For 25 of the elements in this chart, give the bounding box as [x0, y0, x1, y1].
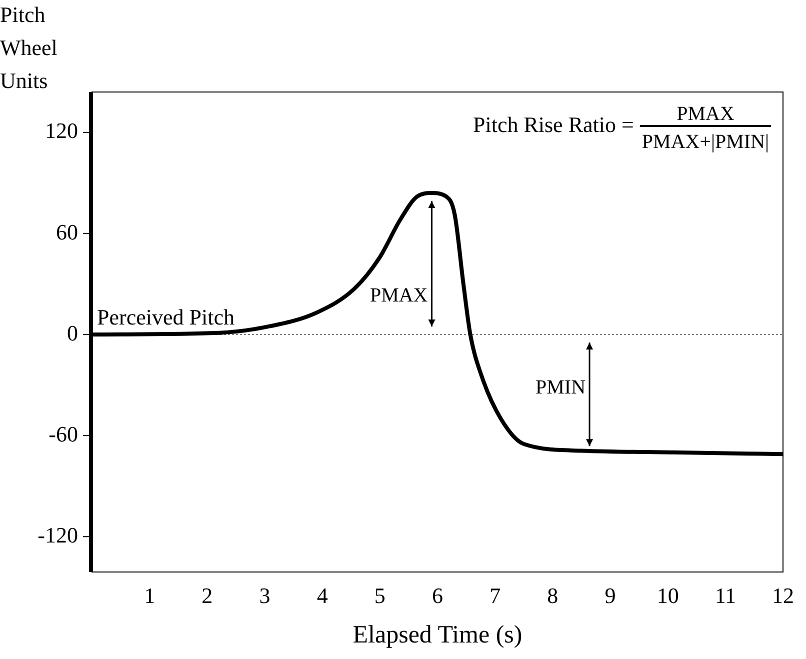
- x-tick-label: 2: [202, 582, 213, 608]
- x-axis-title: Elapsed Time (s): [352, 622, 522, 649]
- x-tick-label: 4: [316, 582, 328, 608]
- y-tick-label: -120: [38, 522, 78, 548]
- annotation: Pitch Rise Ratio =: [472, 112, 634, 137]
- x-tick-label: 6: [432, 582, 443, 608]
- y-axis-title: Pitch Wheel Units: [0, 2, 58, 93]
- x-tick-label: 5: [374, 582, 386, 608]
- y-tick-label: 60: [56, 219, 78, 244]
- annotation: PMIN: [536, 376, 586, 399]
- y-tick-label: 0: [67, 320, 78, 346]
- y-tick-label: 120: [45, 118, 78, 144]
- series-label: Perceived Pitch: [97, 304, 234, 330]
- x-tick-label: 9: [604, 582, 616, 608]
- x-tick-label: 1: [144, 582, 156, 608]
- x-tick-label: 8: [547, 582, 558, 608]
- x-tick-label: 3: [259, 582, 270, 608]
- annotation: PMAX: [370, 284, 428, 307]
- x-tick-label: 11: [714, 582, 736, 608]
- x-tick-label: 10: [656, 582, 679, 608]
- x-tick-label: 12: [772, 582, 794, 608]
- y-tick-label: -60: [48, 421, 78, 446]
- annotation: PMAX: [676, 103, 735, 125]
- annotation: PMAX+|PMIN|: [642, 131, 769, 153]
- x-tick-label: 7: [490, 582, 501, 608]
